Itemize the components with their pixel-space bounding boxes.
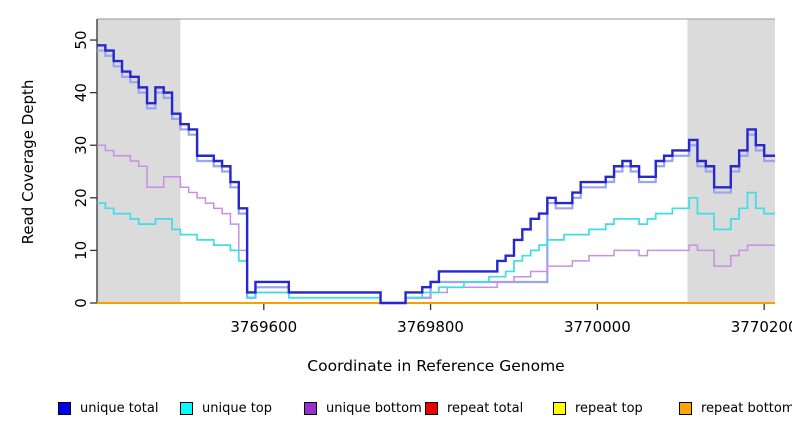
legend-label-unique-total: unique total	[80, 400, 159, 416]
legend-label-repeat-top: repeat top	[575, 400, 643, 416]
unique-bottom-swatch	[304, 401, 317, 415]
series-unique-top	[97, 191, 775, 304]
y-tick-label: 20	[72, 188, 90, 207]
legend-item-repeat-bottom: repeat bottom	[679, 399, 792, 417]
y-tick-label: 50	[72, 30, 90, 49]
series-unique-total	[97, 44, 775, 305]
x-tick-label: 3769600	[230, 318, 297, 336]
y-tick-label: 40	[72, 83, 90, 102]
x-tick-label: 3769800	[397, 318, 464, 336]
y-tick-label: 0	[72, 298, 90, 308]
legend-item-repeat-top: repeat top	[553, 399, 643, 417]
unique-total-swatch	[58, 401, 71, 415]
repeat-bottom-swatch	[679, 401, 692, 415]
repeat-top-swatch	[553, 401, 566, 415]
y-tick-label: 10	[72, 241, 90, 260]
x-tick-label: 3770200	[731, 318, 792, 336]
x-tick-label: 3770000	[564, 318, 631, 336]
y-tick-label: 30	[72, 136, 90, 155]
legend-item-repeat-total: repeat total	[425, 399, 523, 417]
legend-label-unique-top: unique top	[202, 400, 273, 416]
legend-item-unique-bottom: unique bottom	[304, 399, 422, 417]
legend-item-unique-total: unique total	[58, 399, 158, 417]
repeat-total-swatch	[425, 401, 438, 415]
legend-label-repeat-total: repeat total	[447, 400, 524, 416]
series-unique-total-light-trace-	[97, 49, 775, 305]
legend: unique total unique top unique bottom repea…	[0, 399, 792, 421]
legend-label-unique-bottom: unique bottom	[326, 400, 422, 416]
legend-label-repeat-bottom: repeat bottom	[701, 400, 792, 416]
x-axis-title: Coordinate in Reference Genome	[307, 357, 565, 375]
y-axis-title: Read Coverage Depth	[19, 79, 37, 245]
legend-item-unique-top: unique top	[180, 399, 272, 417]
series-unique-bottom	[97, 144, 775, 304]
unique-top-swatch	[180, 401, 193, 415]
